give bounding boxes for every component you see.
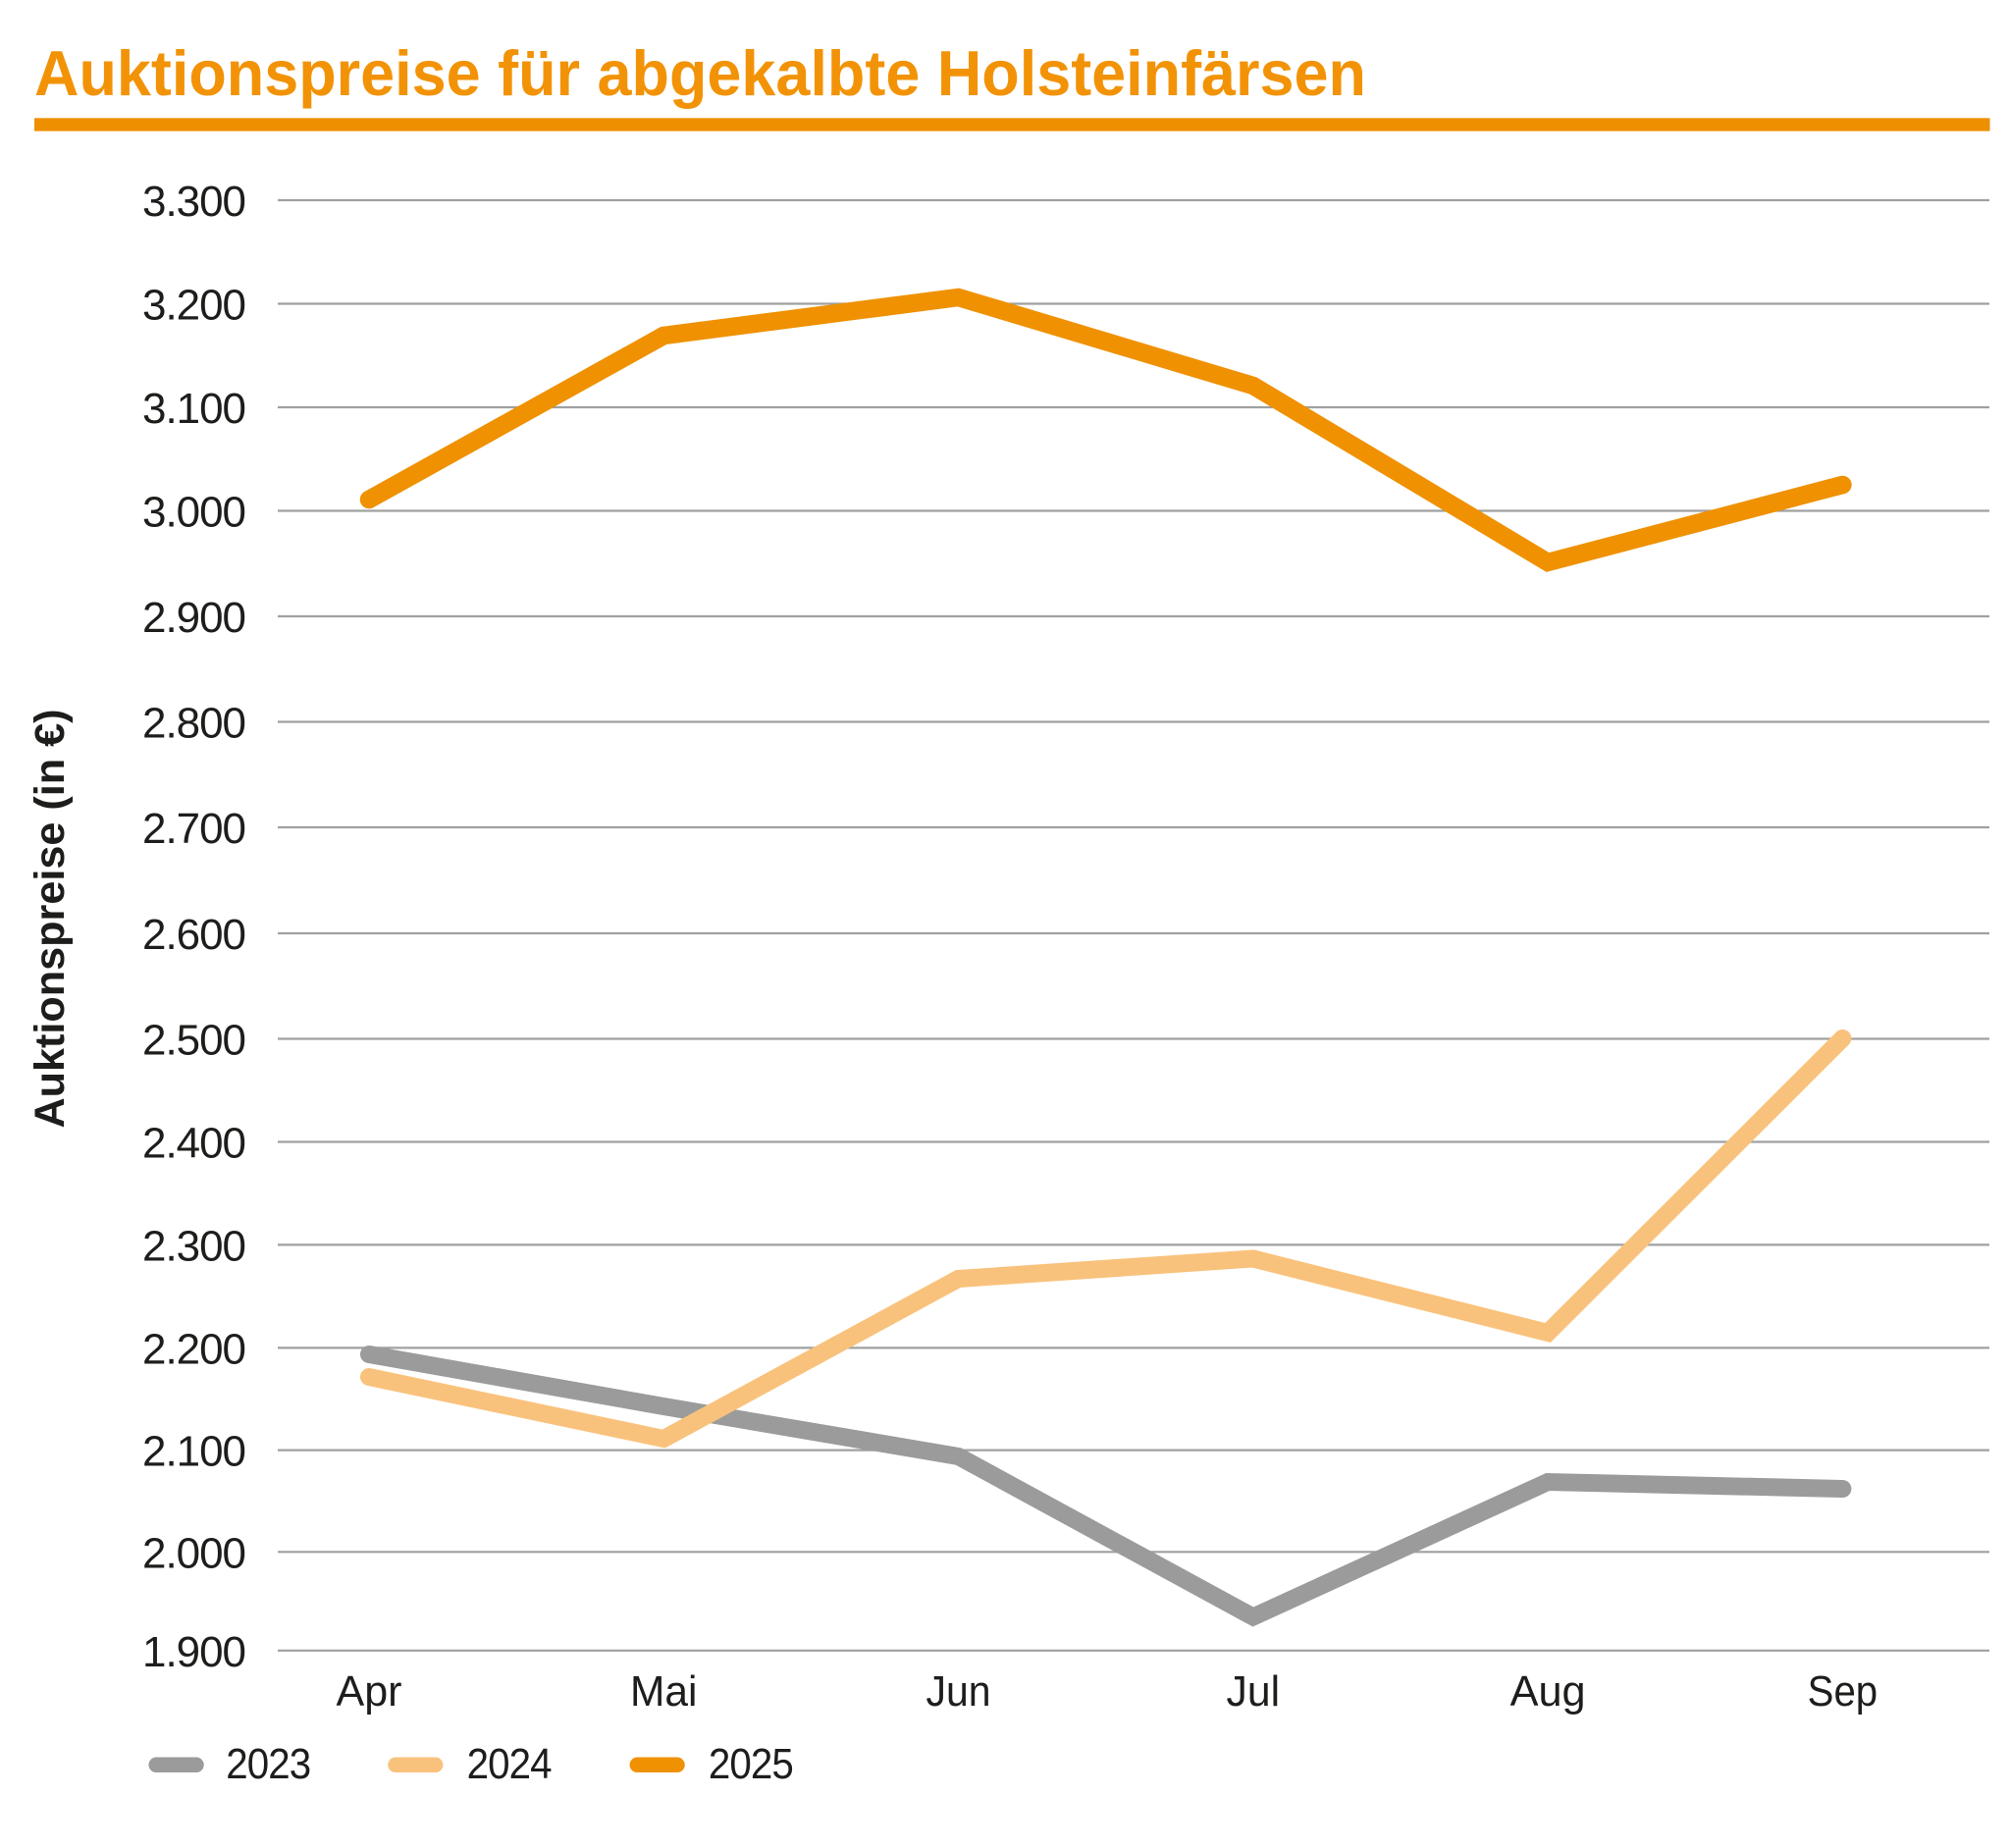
svg-text:2.600: 2.600 bbox=[142, 911, 245, 959]
svg-text:Aug: Aug bbox=[1510, 1667, 1586, 1716]
svg-text:Jul: Jul bbox=[1227, 1667, 1281, 1716]
svg-text:2.500: 2.500 bbox=[142, 1017, 245, 1065]
svg-text:3.300: 3.300 bbox=[142, 178, 245, 226]
svg-text:3.000: 3.000 bbox=[142, 489, 245, 537]
svg-text:2024: 2024 bbox=[467, 1740, 552, 1788]
svg-text:1.900: 1.900 bbox=[142, 1628, 245, 1676]
svg-text:3.200: 3.200 bbox=[142, 282, 245, 330]
svg-text:Apr: Apr bbox=[337, 1667, 402, 1716]
svg-text:2025: 2025 bbox=[709, 1740, 793, 1788]
svg-text:2.100: 2.100 bbox=[142, 1428, 245, 1476]
svg-text:2.000: 2.000 bbox=[142, 1529, 245, 1577]
svg-text:Auktionspreise für abgekalbte: Auktionspreise für abgekalbte Holsteinfä… bbox=[34, 37, 1366, 109]
svg-text:Sep: Sep bbox=[1808, 1667, 1878, 1716]
svg-text:2.900: 2.900 bbox=[142, 594, 245, 642]
svg-text:2.800: 2.800 bbox=[142, 700, 245, 748]
svg-text:2.700: 2.700 bbox=[142, 805, 245, 853]
svg-text:Auktionspreise (in €): Auktionspreise (in €) bbox=[26, 710, 74, 1129]
svg-text:3.100: 3.100 bbox=[142, 385, 245, 433]
svg-text:2023: 2023 bbox=[226, 1740, 310, 1788]
svg-text:Mai: Mai bbox=[630, 1667, 698, 1716]
svg-text:2.300: 2.300 bbox=[142, 1222, 245, 1270]
svg-text:2.400: 2.400 bbox=[142, 1120, 245, 1168]
svg-text:2.200: 2.200 bbox=[142, 1325, 245, 1373]
svg-text:Jun: Jun bbox=[926, 1667, 991, 1716]
